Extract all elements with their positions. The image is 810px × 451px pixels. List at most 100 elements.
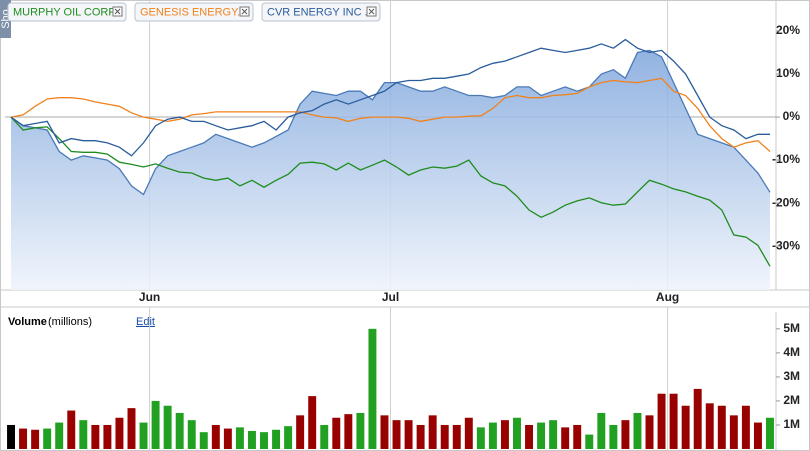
volume-bar: [320, 424, 329, 449]
volume-bar: [19, 428, 28, 449]
volume-bar: [633, 412, 642, 449]
volume-bar: [681, 405, 690, 449]
y-tick-label: 5M: [783, 321, 800, 335]
volume-bar: [368, 328, 377, 449]
legend-tab-bg[interactable]: [261, 2, 381, 22]
volume-bar: [416, 424, 425, 449]
line: [10, 49, 771, 196]
volume-bar: [476, 427, 485, 449]
legend-tab-bg[interactable]: [7, 2, 127, 22]
legend-tab-bg[interactable]: [134, 2, 254, 22]
volume-bar: [597, 412, 606, 449]
volume-bar: [705, 403, 714, 449]
volume-bar: [464, 417, 473, 449]
volume-bar: [43, 428, 52, 449]
line: [10, 38, 770, 157]
y-tick-label: -20%: [772, 195, 800, 209]
y-tick-label: 0%: [783, 109, 801, 123]
volume-bar: [766, 417, 774, 449]
y-tick-label: 20%: [776, 23, 800, 37]
volume-bar: [103, 424, 112, 449]
volume-title: Volume: [8, 316, 47, 328]
volume-bar: [187, 420, 196, 449]
volume-bar: [127, 408, 136, 449]
volume-bar: [284, 426, 293, 449]
y-tick-label: 2M: [783, 393, 800, 407]
legend-tab[interactable]: MURPHY OIL CORP...: [7, 2, 127, 22]
volume-bar: [7, 424, 15, 449]
volume-bar: [513, 417, 521, 449]
volume-bar: [223, 428, 232, 449]
volume-bar: [537, 422, 546, 449]
volume-bar: [308, 396, 317, 449]
area: [11, 50, 770, 291]
volume-bar: [67, 410, 76, 449]
volume-bar: [428, 415, 437, 449]
volume-bar: [585, 434, 594, 449]
legend-label[interactable]: MURPHY OIL CORP...: [13, 6, 123, 18]
volume-bar: [235, 427, 244, 449]
volume-bar: [392, 420, 401, 449]
y-tick-label: -30%: [772, 238, 800, 252]
y-tick-label: 1M: [783, 417, 800, 431]
volume-bar: [525, 424, 534, 449]
volume-bar: [669, 393, 678, 449]
volume-bar: [452, 424, 461, 449]
y-tick-label: 3M: [783, 369, 800, 383]
volume-bar: [753, 422, 762, 449]
volume-bar: [163, 405, 172, 449]
volume-bar: [199, 432, 208, 449]
volume-bar: [344, 414, 353, 449]
volume-bar: [645, 415, 654, 449]
y-tick-label: 4M: [783, 345, 800, 359]
x-tick-label: Jul: [382, 290, 399, 304]
edit-link[interactable]: Edit: [136, 316, 155, 328]
volume-bar: [175, 412, 184, 449]
volume-bar: [211, 424, 220, 449]
volume-bar: [621, 420, 630, 449]
volume-bar: [573, 424, 582, 449]
side-tab[interactable]: Sho: [0, 0, 12, 38]
legend-tab[interactable]: CVR ENERGY INC ...: [261, 2, 381, 22]
x-tick-label: Aug: [656, 290, 679, 304]
legend-close-x[interactable]: [114, 8, 121, 15]
y-tick-label: 10%: [776, 66, 800, 80]
volume-bar: [139, 422, 148, 449]
volume-bar: [717, 405, 726, 449]
volume-bar: [356, 412, 365, 449]
volume-bar: [247, 430, 256, 449]
volume-bar: [91, 424, 100, 449]
volume-bar: [488, 422, 497, 449]
x-tick-label: Jun: [139, 290, 160, 304]
volume-bar: [657, 393, 666, 449]
side-tab-label[interactable]: Sho: [0, 9, 12, 29]
volume-bar: [440, 424, 449, 449]
line: [10, 77, 771, 152]
legend-label[interactable]: GENESIS ENERGY...: [140, 6, 246, 18]
legend-close-x[interactable]: [368, 8, 375, 15]
volume-bar: [549, 420, 558, 449]
volume-bar: [729, 415, 738, 449]
volume-bar: [272, 429, 281, 449]
volume-bar: [55, 422, 64, 449]
volume-bar: [332, 417, 341, 449]
volume-bar: [693, 388, 702, 449]
legend-tab[interactable]: GENESIS ENERGY...: [134, 2, 254, 22]
volume-bar: [296, 415, 305, 449]
legend-label[interactable]: CVR ENERGY INC ...: [267, 6, 374, 18]
volume-bar: [151, 400, 160, 449]
side-tab-bg[interactable]: [0, 0, 11, 38]
volume-bar: [741, 405, 750, 449]
volume-bar: [115, 417, 124, 449]
volume-subtitle: (millions): [48, 316, 92, 328]
volume-bar: [79, 420, 88, 449]
legend-close-x[interactable]: [241, 8, 248, 15]
y-tick-label: -10%: [772, 152, 800, 166]
volume-bar: [404, 420, 413, 449]
volume-bar: [31, 429, 40, 449]
volume-bar: [380, 415, 389, 449]
volume-bar: [561, 427, 570, 449]
volume-bar: [500, 420, 509, 449]
line: [10, 116, 771, 267]
